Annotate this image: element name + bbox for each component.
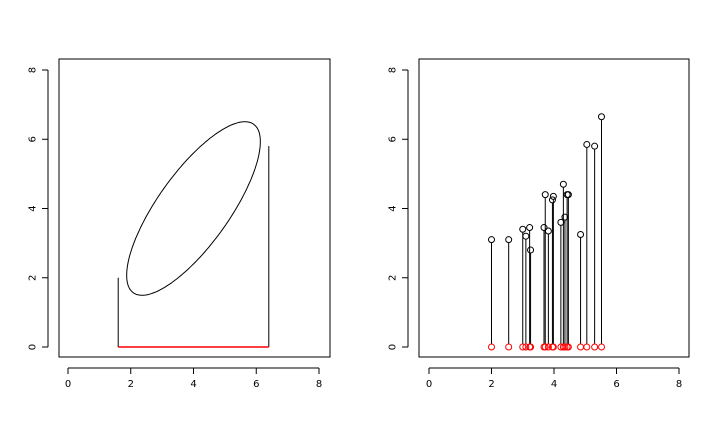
data-point (526, 224, 534, 232)
data-point (549, 192, 557, 200)
data-point (564, 191, 572, 199)
projected-point (583, 343, 591, 351)
projected-point (519, 343, 527, 351)
data-point (541, 191, 549, 199)
plot-frame (418, 58, 690, 358)
projected-point (561, 343, 569, 351)
right-panel: 0 2 4 6 8 0 2 4 6 8 (388, 58, 690, 390)
x-tick-label: 2 (488, 379, 494, 390)
y-tick-label: 0 (28, 344, 39, 350)
data-point (488, 236, 495, 244)
data-point (544, 227, 552, 235)
projected-point (598, 343, 605, 351)
plot-frame (58, 58, 331, 358)
x-tick-label: 4 (190, 379, 196, 390)
y-tick-label: 6 (28, 136, 39, 142)
data-point (540, 224, 548, 232)
left-panel: 0 2 4 6 8 0 2 4 6 8 (28, 58, 331, 390)
projected-point (527, 343, 535, 351)
x-tick-label: 8 (316, 379, 322, 390)
x-tick-label: 6 (613, 379, 619, 390)
projected-point (549, 343, 557, 351)
y-tick-label: 6 (388, 136, 399, 142)
data-point (583, 140, 591, 148)
y-tick-label: 8 (28, 67, 39, 73)
x-tick-label: 0 (426, 379, 432, 390)
data-point (505, 236, 513, 244)
projected-point (541, 343, 549, 351)
y-tick-label: 2 (28, 275, 39, 281)
y-tick-label: 4 (388, 205, 399, 211)
ellipse-contour (126, 121, 261, 296)
data-point (598, 113, 605, 121)
data-point (522, 232, 530, 240)
x-tick-label: 6 (253, 379, 259, 390)
x-tick-label: 2 (128, 379, 134, 390)
data-point (548, 196, 556, 204)
y-tick-label: 0 (388, 344, 399, 350)
y-tick-label: 2 (388, 275, 399, 281)
projected-point (488, 343, 495, 351)
projected-point (505, 343, 513, 351)
projected-point (564, 343, 572, 351)
data-point (561, 213, 569, 221)
projected-point (591, 343, 599, 351)
projected-point (522, 343, 530, 351)
x-tick-label: 0 (65, 379, 71, 390)
data-point (527, 246, 535, 254)
x-tick-label: 4 (551, 379, 557, 390)
data-point (577, 230, 585, 238)
data-point (557, 218, 565, 226)
x-tick-label: 8 (676, 379, 682, 390)
projected-point (544, 343, 552, 351)
data-point (559, 180, 567, 188)
data-point (519, 225, 527, 233)
y-tick-label: 8 (388, 67, 399, 73)
y-tick-label: 4 (28, 205, 39, 211)
data-point (591, 142, 599, 150)
